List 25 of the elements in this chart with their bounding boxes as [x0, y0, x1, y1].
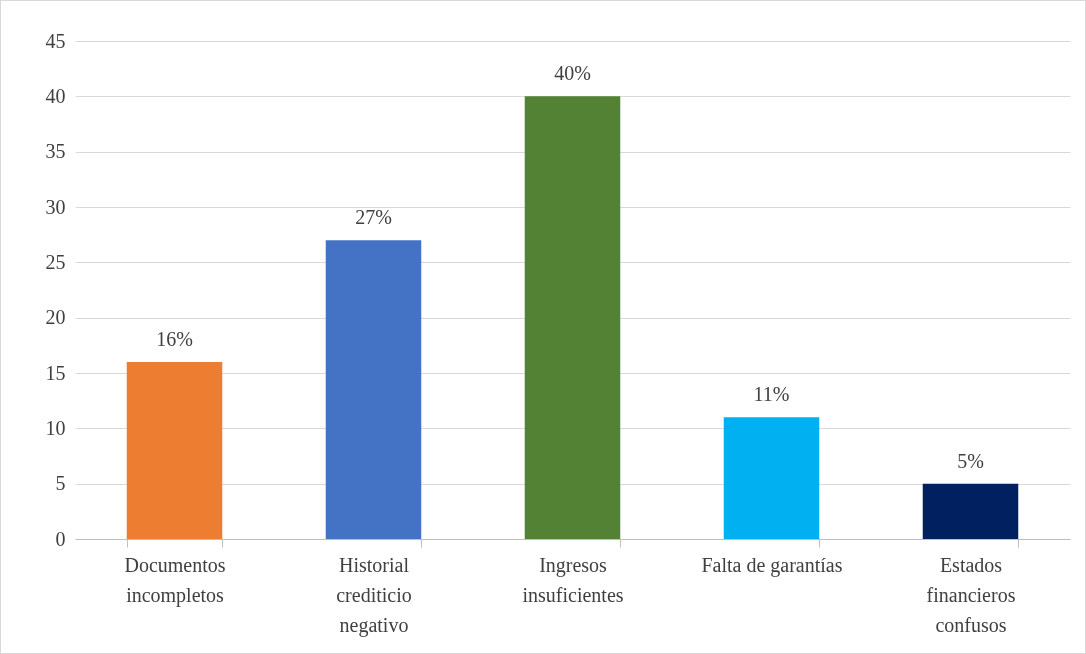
x-tick-label: Falta de garantías	[701, 553, 843, 577]
y-tick-label: 35	[45, 140, 66, 163]
bar	[922, 483, 1019, 539]
data-label: 40%	[554, 62, 591, 85]
y-tick-label: 20	[45, 306, 66, 329]
y-tick-label: 40	[45, 84, 66, 107]
x-tick-label: Estados financieros confusos	[926, 553, 1016, 636]
bar	[126, 361, 223, 539]
bar	[723, 417, 820, 539]
data-label: 11%	[753, 383, 790, 406]
y-tick-label: 25	[45, 250, 66, 273]
y-tick-label: 5	[55, 472, 66, 495]
bar	[524, 96, 621, 539]
y-tick-label: 10	[45, 416, 66, 439]
y-tick-label: 45	[45, 29, 66, 52]
y-tick-label: 15	[45, 361, 66, 384]
y-tick-label: 0	[55, 527, 66, 550]
data-label: 5%	[957, 449, 984, 472]
x-tick-label: Historial crediticio negativo	[336, 553, 412, 637]
x-tick-label: Documentos incompletos	[124, 553, 226, 607]
data-label: 16%	[156, 327, 193, 350]
y-tick-label: 30	[45, 195, 66, 218]
data-label: 27%	[355, 206, 392, 229]
x-tick-label: Ingresos insuficientes	[522, 553, 624, 606]
bar	[325, 240, 422, 539]
